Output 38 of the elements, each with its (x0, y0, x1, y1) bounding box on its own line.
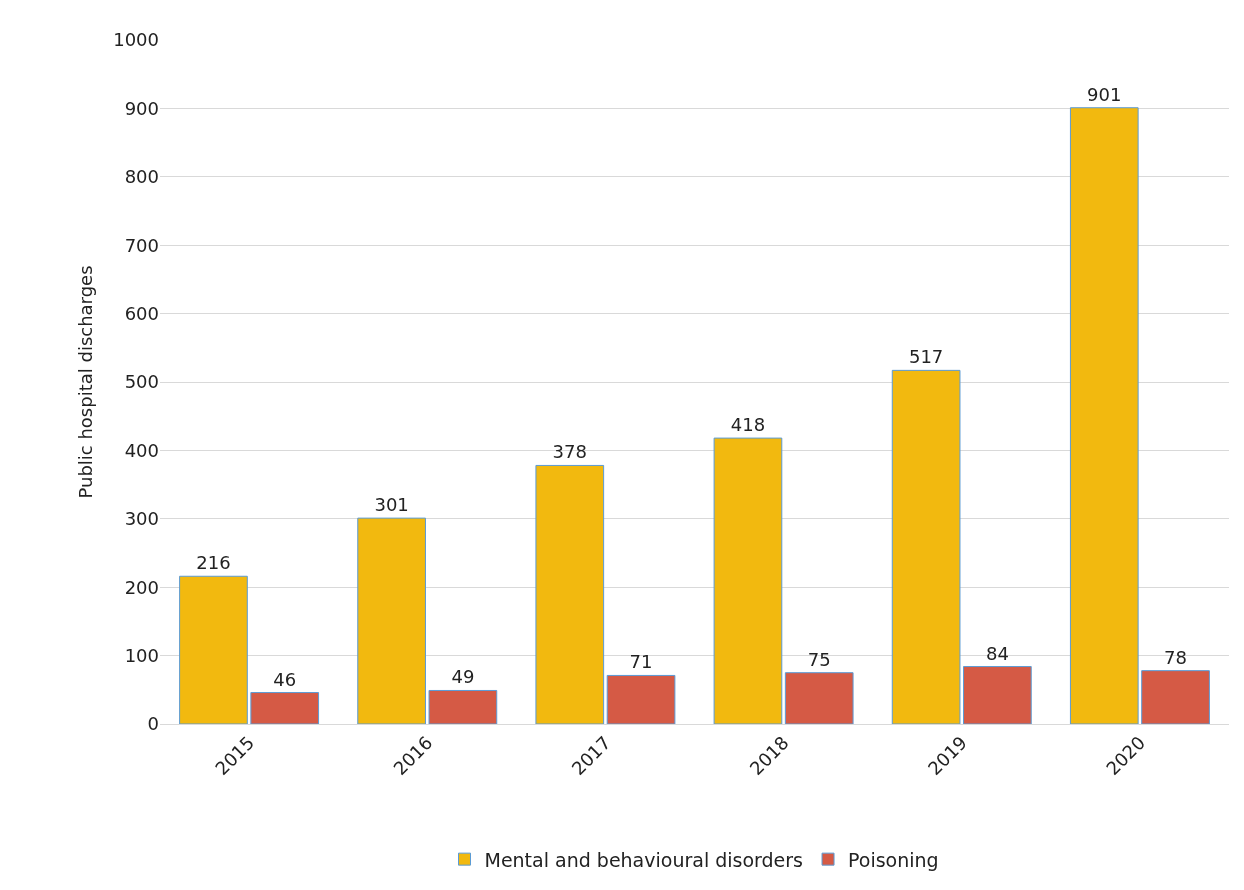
y-tick-label: 800 (124, 166, 159, 188)
y-tick-label: 900 (124, 97, 159, 119)
y-tick-label: 300 (124, 508, 159, 530)
legend-label: Mental and behavioural disorders (484, 848, 804, 871)
bar (606, 674, 676, 724)
y-tick-label: 0 (147, 713, 159, 735)
data-label: 49 (451, 666, 475, 688)
y-tick-label: 200 (124, 576, 159, 598)
data-label: 78 (1164, 646, 1187, 668)
data-label: 418 (730, 414, 766, 436)
y-tick-label: 700 (124, 234, 159, 256)
data-label: 378 (552, 441, 587, 463)
bar (891, 369, 961, 724)
data-label: 216 (196, 552, 231, 574)
y-axis-title: Public hospital discharges (75, 265, 97, 499)
bar (784, 672, 854, 724)
bar (1141, 670, 1210, 724)
bar (713, 437, 783, 724)
bar (179, 575, 248, 724)
data-label: 84 (985, 642, 1009, 664)
data-label: 517 (908, 346, 944, 368)
bar (535, 464, 605, 724)
data-label: 71 (629, 651, 653, 673)
data-label: 901 (1087, 83, 1122, 105)
bar (357, 517, 426, 724)
legend-label: Poisoning (848, 848, 939, 871)
bar (250, 692, 320, 724)
data-label: 301 (374, 494, 409, 516)
y-tick-label: 100 (124, 644, 159, 666)
y-tick-label: 1000 (113, 29, 159, 51)
bar (428, 689, 498, 724)
y-tick-label: 500 (124, 371, 159, 393)
data-label: 75 (807, 648, 831, 670)
y-tick-label: 600 (124, 302, 159, 324)
bar (963, 666, 1032, 724)
bar (1069, 107, 1139, 724)
data-label: 46 (273, 668, 297, 690)
y-tick-label: 400 (124, 439, 159, 461)
